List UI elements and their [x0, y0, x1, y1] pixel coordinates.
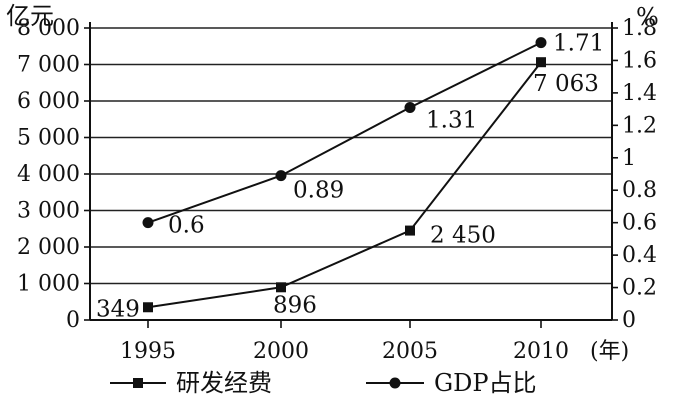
right-tick-label: 1.4: [622, 81, 657, 106]
data-label: 0.89: [293, 178, 344, 204]
data-point-square: [405, 225, 415, 236]
right-tick-label: 0.6: [622, 211, 657, 236]
data-label: 1.71: [553, 31, 604, 57]
data-point-circle: [275, 170, 287, 182]
left-tick-label: 6 000: [17, 89, 80, 114]
right-axis-ticks: 0 0.2 0.4 0.6 0.8 1 1.2 1.4 1.6 1.8: [612, 16, 657, 333]
data-point-circle: [404, 101, 416, 113]
x-tick-label: 1995: [120, 339, 176, 364]
left-tick-label: 1 000: [17, 272, 80, 297]
data-label: 349: [96, 296, 140, 322]
left-tick-label: 8 000: [17, 16, 80, 41]
right-axis-unit: %: [636, 3, 659, 31]
legend-label: GDP占比: [434, 369, 537, 397]
data-label: 7 063: [533, 71, 599, 97]
legend-item-2: GDP占比: [366, 369, 537, 397]
series-1: 349 896 2 450 7 063: [96, 57, 599, 322]
data-label: 0.6: [168, 213, 205, 239]
right-tick-label: 1: [622, 146, 636, 171]
legend: 研发经费 GDP占比: [110, 369, 537, 397]
right-tick-label: 0.4: [622, 243, 657, 268]
legend-item-1: 研发经费: [110, 369, 272, 397]
legend-label: 研发经费: [176, 369, 272, 397]
legend-marker-square: [133, 378, 143, 388]
data-point-circle: [535, 37, 547, 49]
left-tick-label: 2 000: [17, 235, 80, 260]
series-line: [147, 61, 542, 309]
right-tick-label: 0: [622, 308, 636, 333]
axes: [89, 22, 613, 321]
left-axis-ticks: 0 1 000 2 000 3 000 4 000 5 000 6 000 7 000 8 00…: [17, 16, 90, 333]
x-tick-label: 2010: [513, 339, 569, 364]
left-tick-label: 5 000: [17, 126, 80, 151]
left-tick-label: 4 000: [17, 162, 80, 187]
data-point-square: [143, 302, 153, 313]
data-label: 1.31: [426, 107, 477, 133]
data-point-circle: [142, 217, 154, 229]
left-tick-label: 7 000: [17, 53, 80, 78]
series-2: 0.6 0.89 1.31 1.71: [142, 31, 604, 239]
right-tick-label: 1.8: [622, 16, 657, 41]
left-axis-unit: 亿元: [6, 2, 54, 30]
data-label: 2 450: [430, 223, 496, 249]
data-label: 896: [273, 292, 317, 318]
x-tick-label: 2005: [382, 339, 438, 364]
right-tick-label: 0.2: [622, 276, 657, 301]
x-axis-ticks: 1995 2000 2005 2010: [120, 320, 569, 364]
right-tick-label: 1.6: [622, 48, 657, 73]
right-tick-label: 0.8: [622, 178, 657, 203]
left-tick-label: 0: [66, 308, 80, 333]
gridlines: [90, 27, 612, 285]
data-point-square: [536, 57, 546, 68]
x-axis-unit: (年): [590, 339, 629, 364]
series-line: [147, 41, 542, 224]
series-group: 349 896 2 450 7 063 0.6 0.89 1.31 1.71: [96, 31, 604, 323]
right-tick-label: 1.2: [622, 113, 657, 138]
x-tick-label: 2000: [253, 339, 309, 364]
data-point-square: [276, 282, 286, 293]
left-tick-label: 3 000: [17, 199, 80, 224]
legend-marker-circle: [389, 377, 401, 389]
